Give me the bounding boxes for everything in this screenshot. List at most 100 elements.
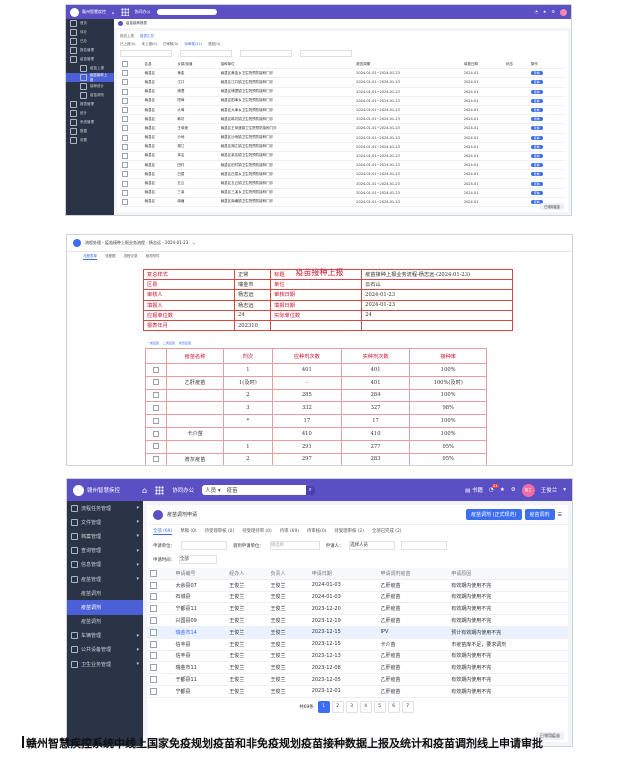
bell-icon[interactable]: ◔ bbox=[534, 8, 538, 14]
sidebar-item[interactable]: 疫苗调剂 bbox=[67, 615, 143, 629]
filter-tab[interactable]: 待审核(0) bbox=[306, 529, 327, 534]
sidebar-item[interactable]: 信息管理 ▾ bbox=[67, 558, 143, 572]
view-button[interactable]: 查看 bbox=[530, 199, 543, 204]
sidebar-item[interactable]: 文件管理 ▾ bbox=[67, 515, 143, 529]
filter-tab[interactable]: 退回(0) bbox=[208, 42, 221, 46]
apps-grid-icon[interactable] bbox=[155, 485, 165, 495]
sidebar-item[interactable]: 疫苗接种上报 bbox=[66, 73, 114, 82]
filter-tab[interactable]: 已审核(0) bbox=[162, 42, 179, 46]
tab[interactable]: 流程图 bbox=[105, 254, 116, 258]
checkbox[interactable] bbox=[150, 652, 157, 660]
checkbox[interactable] bbox=[122, 97, 128, 104]
table-row[interactable]: 赣县区 阳埠 赣县区阳埠乡卫生院预防接种门诊 2024-01-01~2024-01-2… bbox=[120, 96, 565, 106]
sidebar-item[interactable]: 查询管理 ▾ bbox=[67, 544, 143, 558]
table-row[interactable]: 石城县 王俊兰 王俊兰 2024-01-03 乙肝疫苗 有效期内使用不完 bbox=[147, 591, 568, 604]
table-row[interactable]: 大余县07 王俊兰 王俊兰 2024-01-03 乙肝疫苗 有效期内使用不完 bbox=[147, 579, 568, 592]
checkbox[interactable] bbox=[153, 392, 160, 399]
view-button[interactable]: 查看 bbox=[530, 126, 543, 131]
tab[interactable]: 流程表单 bbox=[83, 254, 97, 260]
filter-tab[interactable]: 待审核(11) bbox=[184, 42, 203, 46]
filter-tab[interactable]: 待受理待审 (0) bbox=[242, 529, 272, 534]
table-row[interactable]: 赣县区 江口 赣县区江口镇卫生院预防接种门诊 2024-01-01~2024-01-2… bbox=[120, 77, 565, 88]
table-row[interactable]: 宁都县11 王俊兰 王俊兰 2023-12-20 乙肝疫苗 有效期内使用不完 bbox=[147, 602, 568, 616]
checkbox[interactable] bbox=[150, 605, 157, 613]
checkbox[interactable] bbox=[122, 180, 128, 187]
table-row[interactable]: 信丰县 王俊兰 王俊兰 2023-12-15 卡介苗 市疫苗库不足，要求调剂 bbox=[147, 638, 568, 651]
table-row[interactable]: 赣县区 王母渡 赣县区王母渡镇卫生院预防接种门诊 2024-01-01~2024-01… bbox=[120, 123, 565, 134]
table-row[interactable]: 信丰县 王俊兰 王俊兰 2023-12-13 乙肝疫苗 有效期内使用不完 bbox=[147, 650, 568, 663]
checkbox[interactable] bbox=[122, 134, 128, 141]
filter-tab[interactable]: 待审 (69) bbox=[279, 529, 299, 534]
vaccine-tab[interactable]: 一类疫苗 bbox=[147, 341, 160, 345]
sidebar-item[interactable]: 首页 bbox=[66, 19, 114, 28]
vaccine-tab[interactable]: 二类疫苗 bbox=[163, 341, 176, 345]
home-icon[interactable]: ⌂ bbox=[142, 485, 148, 495]
top-app-name[interactable]: 协同办公 bbox=[134, 9, 151, 14]
view-button[interactable]: 查看 bbox=[530, 71, 543, 76]
view-button[interactable]: 查看 bbox=[530, 172, 543, 177]
checkbox[interactable] bbox=[153, 405, 160, 412]
table-row[interactable]: 赣县区 储潭 赣县区储潭镇卫生院预防接种门诊 2024-01-01~2024-01-2… bbox=[120, 87, 565, 97]
checkbox[interactable] bbox=[150, 593, 157, 601]
tab[interactable]: 报告上报 bbox=[120, 34, 134, 38]
page-button[interactable]: 1 bbox=[317, 700, 330, 713]
filter-input[interactable] bbox=[180, 50, 232, 57]
filter-input[interactable] bbox=[120, 50, 172, 57]
floating-tag[interactable]: 已领用疫苗 bbox=[540, 203, 564, 210]
sidebar-item[interactable]: 数据 bbox=[66, 127, 114, 136]
search-scope-select[interactable]: 人员 ▾ bbox=[202, 485, 224, 495]
checkbox[interactable] bbox=[150, 569, 157, 577]
table-row[interactable]: 瑞金市14 王俊兰 王俊兰 2023-12-15 IPV 预计有效期内使用不完 bbox=[147, 626, 568, 639]
vaccine-tab[interactable]: 免费疫苗 bbox=[179, 341, 192, 345]
apps-grid-icon[interactable] bbox=[120, 8, 129, 16]
checkbox[interactable] bbox=[150, 676, 157, 684]
tab[interactable]: 流程记录 bbox=[123, 254, 138, 258]
filter-tab[interactable]: 全部已完成 (2) bbox=[371, 529, 402, 534]
table-row[interactable]: 于都县11 王俊兰 王俊兰 2023-12-05 乙肝疫苗 有效期内使用不完 bbox=[147, 673, 568, 686]
star-icon[interactable]: ★ bbox=[499, 487, 505, 493]
table-row[interactable]: 赣县区 南塘 赣县区南塘镇卫生院预防接种门诊 2024-01-01~2024-01-2… bbox=[120, 197, 565, 208]
table-row[interactable]: 赣县区 五云 赣县区五云镇卫生院预防接种门诊 2024-01-01~2024-01-2… bbox=[120, 178, 565, 189]
applicant-select[interactable]: 选择人员 bbox=[349, 541, 396, 550]
checkbox[interactable] bbox=[150, 687, 157, 695]
table-row[interactable]: 瑞金市11 王俊兰 王俊兰 2023-12-08 乙肝疫苗 有效期内使用不完 bbox=[147, 661, 568, 675]
checkbox[interactable] bbox=[122, 116, 128, 123]
page-button[interactable]: 7 bbox=[401, 700, 414, 713]
menu-icon[interactable]: ☰ bbox=[557, 511, 562, 518]
table-row[interactable]: 赣县区 三溪 赣县区三溪乡卫生院预防接种门诊 2024-01-01~2024-01-2… bbox=[120, 188, 565, 198]
checkbox[interactable] bbox=[150, 640, 157, 648]
table-row[interactable]: 赣县区 白鹭 赣县区白鹭乡卫生院预防接种门诊 2024-01-01~2024-01-2… bbox=[120, 169, 565, 180]
sidebar-item[interactable]: 疫苗调剂 bbox=[67, 600, 143, 615]
view-button[interactable]: 查看 bbox=[530, 108, 543, 113]
table-row[interactable]: 赣县区 韩坊 赣县区韩坊镇卫生院预防接种门诊 2024-01-01~2024-01-2… bbox=[120, 114, 565, 125]
sidebar-item[interactable]: 已办 bbox=[66, 37, 114, 46]
top-app-name[interactable]: 协同办公 bbox=[172, 488, 195, 494]
filter-tab[interactable]: 草稿 (0) bbox=[180, 529, 197, 534]
floating-tag[interactable]: 已领用疫苗 bbox=[536, 732, 564, 740]
table-row[interactable]: 赣县区 黄金 赣县区黄金乡卫生院预防接种门诊 2024-01-01~2024-01-2… bbox=[120, 68, 565, 79]
table-row[interactable]: 赣县区 湖江 赣县区湖江镇卫生院预防接种门诊 2024-01-01~2024-01-2… bbox=[120, 142, 565, 152]
home-icon[interactable]: ⌂ bbox=[112, 9, 115, 15]
checkbox[interactable] bbox=[122, 143, 128, 150]
table-row[interactable]: 赣县区 沙地 赣县区沙地镇卫生院预防接种门诊 2024-01-01~2024-01-2… bbox=[120, 133, 565, 143]
sidebar-item[interactable]: 档案管理 ▾ bbox=[67, 529, 143, 543]
sidebar-item[interactable]: 车辆管理 ▾ bbox=[67, 629, 143, 643]
sidebar-item[interactable]: 报表管理 bbox=[66, 100, 114, 109]
tab[interactable]: 报表汇总 bbox=[140, 34, 154, 38]
search-input[interactable]: 疫苗 bbox=[223, 485, 306, 495]
page-button[interactable]: 2 bbox=[331, 700, 344, 713]
checkbox[interactable] bbox=[122, 189, 128, 196]
sidebar-item[interactable]: 疫苗上报 bbox=[66, 64, 114, 73]
checkbox[interactable] bbox=[153, 456, 160, 463]
search-input[interactable] bbox=[156, 9, 217, 15]
sidebar-item[interactable]: 公共设备管理 ▾ bbox=[67, 643, 143, 657]
search-icon[interactable]: ⌕ bbox=[305, 485, 315, 495]
checkbox[interactable] bbox=[122, 125, 128, 132]
gear-icon[interactable]: ⚙ bbox=[551, 8, 555, 14]
table-row[interactable]: 赣县区 大埠 赣县区大埠乡卫生院预防接种门诊 2024-01-01~2024-01-2… bbox=[120, 105, 565, 116]
filter-tab[interactable]: 待受理审核 (0) bbox=[204, 529, 235, 534]
tab[interactable]: 相关附件 bbox=[145, 254, 160, 258]
sidebar-item[interactable]: 流程任务管理 ▾ bbox=[67, 501, 143, 515]
edit-icon[interactable]: ✎ bbox=[192, 240, 196, 246]
checkbox[interactable] bbox=[122, 70, 128, 77]
